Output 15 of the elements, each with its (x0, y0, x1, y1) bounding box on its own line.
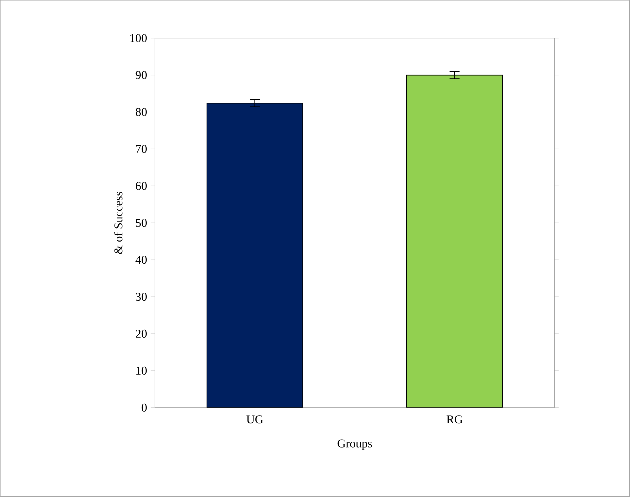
y-tick-label: 10 (136, 366, 147, 375)
y-tick-label: 80 (136, 108, 147, 116)
x-axis-title: Groups (338, 440, 372, 450)
y-tick-label: 50 (136, 219, 147, 228)
y-tick-label: 70 (136, 145, 147, 154)
y-tick-label: 40 (136, 256, 147, 264)
x-tick-label: UG (246, 416, 264, 424)
y-tick-label: 20 (136, 330, 147, 338)
y-tick-label: 30 (136, 292, 147, 301)
y-tick-label: 60 (136, 182, 147, 190)
y-tick-label: 90 (136, 71, 147, 80)
y-tick-label: 0 (142, 404, 147, 412)
x-tick-label: RG (446, 416, 463, 424)
y-tick-label: 100 (130, 34, 147, 42)
y-axis-title: & of Success (114, 192, 123, 254)
